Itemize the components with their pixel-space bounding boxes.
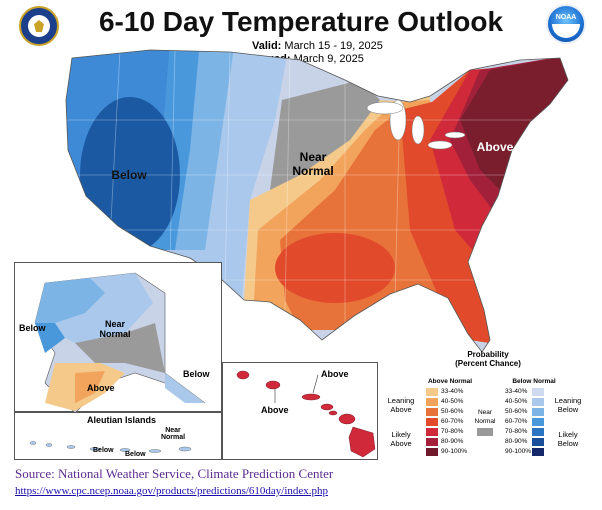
legend-below-range: 80-90% — [505, 438, 528, 445]
source-url-link[interactable]: https://www.cpc.ncep.noaa.gov/products/p… — [15, 485, 329, 497]
legend-above-header: Above Normal — [427, 378, 473, 385]
valid-label: Valid: — [252, 40, 282, 52]
legend-above-swatch — [426, 388, 438, 396]
legend-below-header: Below Normal — [512, 378, 556, 385]
probability-legend: Probability (Percent Chance) Above Norma… — [380, 350, 590, 462]
legend-below-swatch — [532, 388, 544, 396]
alaska-map — [34, 272, 206, 414]
alaska-label-above: Above — [87, 383, 115, 393]
legend-above-range: 40-50% — [441, 398, 464, 405]
legend-above-swatch — [426, 438, 438, 446]
region-label-below: Below — [111, 168, 147, 182]
legend-above-swatch — [426, 418, 438, 426]
legend-near-swatch — [477, 428, 493, 436]
legend-below-range: 70-80% — [505, 428, 528, 435]
aleutian-title: Aleutian Islands — [87, 415, 157, 425]
legend-above-swatch — [426, 398, 438, 406]
legend-below-swatch — [532, 418, 544, 426]
noaa-logo: NOAA — [546, 4, 586, 44]
legend-likely-above: Likely Above — [390, 430, 412, 448]
legend-above-range: 80-90% — [441, 438, 464, 445]
legend-above-swatch — [426, 448, 438, 456]
legend-above-range: 33-40% — [441, 388, 464, 395]
legend-below-range: 40-50% — [505, 398, 528, 405]
legend-likely-below: Likely Below — [557, 430, 579, 448]
alaska-label-near-normal: Near Normal — [99, 319, 131, 339]
legend-below-range: 33-40% — [505, 388, 528, 395]
hawaii-inset: Above Above — [222, 362, 378, 460]
legend-below-range: 60-70% — [505, 418, 528, 425]
legend-below-swatch — [532, 408, 544, 416]
legend-below-range: 50-60% — [505, 408, 528, 415]
page-title: 6-10 Day Temperature Outlook — [98, 6, 504, 37]
legend-near-header: Near Normal — [474, 409, 496, 425]
alaska-label-below-east: Below — [183, 369, 210, 379]
issued-value: March 9, 2025 — [293, 53, 364, 65]
commerce-seal-logo — [19, 6, 59, 46]
alaska-inset: Below Near Normal Above Below — [14, 262, 222, 414]
legend-below-swatch — [532, 428, 544, 436]
alaska-label-below-west: Below — [19, 323, 46, 333]
legend-below-swatch — [532, 398, 544, 406]
region-label-above: Above — [476, 140, 514, 154]
hawaii-map — [236, 370, 376, 458]
aleutian-label-below: Below — [93, 447, 114, 454]
legend-above-range: 50-60% — [441, 408, 464, 415]
legend-leaning-below: Leaning Below — [554, 396, 582, 414]
hawaii-label-above-1: Above — [321, 369, 349, 379]
legend-above-swatch — [426, 428, 438, 436]
legend-above-swatch — [426, 408, 438, 416]
aleutian-inset: Aleutian Islands Near Normal Below Below — [14, 412, 222, 460]
source-credit: Source: National Weather Service, Climat… — [15, 466, 334, 481]
legend-above-range: 70-80% — [441, 428, 464, 435]
aleutian-map — [29, 441, 192, 453]
legend-title: Probability (Percent Chance) — [455, 350, 521, 368]
legend-below-swatch — [532, 448, 544, 456]
legend-below-range: 90-100% — [505, 448, 532, 455]
legend-above-range: 60-70% — [441, 418, 464, 425]
aleutian-label-near-normal: Near Normal — [160, 427, 186, 441]
region-label-near-normal: Near Normal — [292, 150, 334, 178]
aleutian-label-below-2: Below — [125, 451, 146, 458]
legend-leaning-above: Leaning Above — [387, 396, 415, 414]
legend-above-range: 90-100% — [441, 448, 468, 455]
valid-value: March 15 - 19, 2025 — [284, 40, 383, 52]
legend-below-swatch — [532, 438, 544, 446]
hawaii-label-above-2: Above — [261, 405, 289, 415]
